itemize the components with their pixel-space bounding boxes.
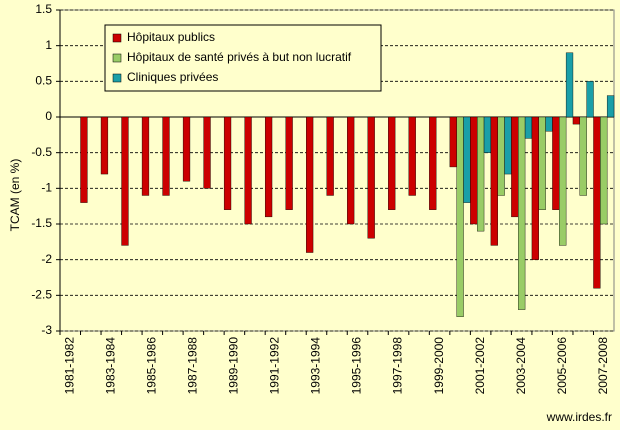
bar <box>80 116 88 203</box>
bar <box>203 116 211 189</box>
bar <box>326 116 334 196</box>
bar <box>606 95 615 118</box>
bar <box>408 116 416 196</box>
y-tick-label: 1.5 <box>35 2 52 16</box>
y-tick-label: -2.5 <box>31 288 52 302</box>
bar <box>367 116 375 239</box>
bar <box>531 116 539 260</box>
legend-swatch <box>112 53 122 63</box>
y-axis-label: TCAM (en %) <box>8 159 22 232</box>
y-tick-label: -1.5 <box>31 216 52 230</box>
bar <box>347 116 355 225</box>
bar <box>429 116 437 210</box>
bar <box>586 81 594 118</box>
bar <box>456 116 464 317</box>
bar <box>511 116 519 218</box>
x-tick-label: 1991-1992 <box>268 337 282 395</box>
legend-label: Cliniques privées <box>127 70 218 84</box>
x-tick-label: 2007-2008 <box>596 337 610 395</box>
bar <box>565 52 574 118</box>
y-tick-label: -3 <box>41 323 52 337</box>
y-tick-label: 0.5 <box>35 74 52 88</box>
bar <box>162 116 170 196</box>
y-tick-label: -0.5 <box>31 145 52 159</box>
legend-label: Hôpitaux publics <box>127 30 215 44</box>
legend-label: Hôpitaux de santé privés à but non lucra… <box>127 50 352 64</box>
bar <box>483 116 492 153</box>
source: www.irdes.fr <box>546 410 612 424</box>
bar <box>121 116 129 246</box>
bar <box>182 116 191 182</box>
x-tick-label: 1995-1996 <box>350 337 364 395</box>
legend-swatch <box>112 33 122 43</box>
bar <box>572 116 581 125</box>
x-tick-label: 1983-1984 <box>103 337 117 395</box>
bar <box>285 116 293 210</box>
bar <box>497 116 505 196</box>
bar <box>463 116 471 203</box>
bar <box>552 116 560 210</box>
bar <box>593 116 601 289</box>
bar <box>504 116 512 175</box>
bar <box>244 116 252 225</box>
bar <box>579 116 587 196</box>
bar <box>524 116 533 139</box>
x-tick-label: 1997-1998 <box>391 337 405 395</box>
bar <box>477 116 485 232</box>
bar <box>388 116 396 210</box>
legend-box <box>104 24 382 92</box>
x-tick-label: 1981-1982 <box>62 337 76 395</box>
x-tick-label: 1999-2000 <box>432 337 446 395</box>
x-tick-label: 2003-2004 <box>514 337 528 395</box>
bar <box>223 116 232 210</box>
bar <box>545 116 553 132</box>
y-tick-label: -1 <box>41 181 52 195</box>
x-tick-label: 1989-1990 <box>227 337 241 395</box>
x-tick-label: 2001-2002 <box>473 337 487 395</box>
x-tick-label: 1985-1986 <box>145 337 159 395</box>
y-tick-label: 1 <box>45 38 52 52</box>
bar <box>141 116 150 196</box>
bar <box>538 116 546 210</box>
legend-swatch <box>112 73 122 83</box>
bar <box>100 116 109 175</box>
bar <box>264 116 273 218</box>
y-tick-label: 0 <box>45 109 52 123</box>
x-tick-label: 1993-1994 <box>309 337 323 395</box>
x-tick-label: 1987-1988 <box>186 337 200 395</box>
bar <box>306 116 314 253</box>
bar <box>490 116 498 246</box>
bar <box>518 116 526 310</box>
x-tick-label: 2005-2006 <box>555 337 569 395</box>
y-tick-label: -2 <box>41 252 52 266</box>
bar <box>449 116 457 168</box>
bar <box>600 116 608 225</box>
bar <box>559 116 567 246</box>
bar <box>470 116 478 225</box>
